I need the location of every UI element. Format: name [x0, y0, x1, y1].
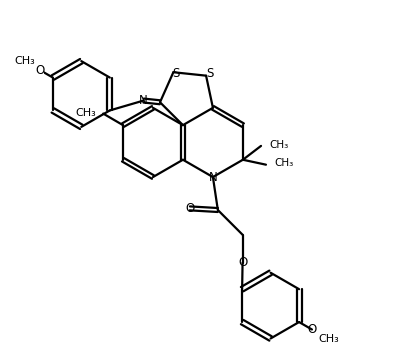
Text: S: S: [172, 67, 180, 80]
Text: O: O: [307, 323, 316, 336]
Text: CH₃: CH₃: [318, 334, 339, 344]
Text: O: O: [238, 256, 247, 269]
Text: N: N: [209, 171, 217, 183]
Text: S: S: [206, 67, 214, 79]
Text: N: N: [139, 94, 148, 107]
Text: O: O: [36, 64, 45, 77]
Text: O: O: [185, 202, 194, 215]
Text: CH₃: CH₃: [75, 108, 96, 118]
Text: CH₃: CH₃: [274, 158, 293, 169]
Text: CH₃: CH₃: [269, 139, 288, 150]
Text: CH₃: CH₃: [14, 56, 35, 66]
